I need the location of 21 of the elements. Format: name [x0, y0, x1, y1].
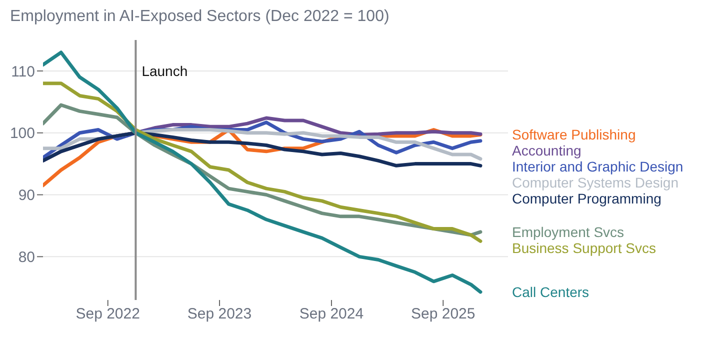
- y-tick-label: 80: [18, 248, 35, 266]
- line-series: [43, 82, 482, 243]
- text: Computer Programming: [512, 190, 662, 207]
- x-tick-label: Sep 2025: [411, 306, 476, 323]
- y-tick-label: 100: [10, 125, 35, 142]
- y-tick-label: 90: [18, 187, 35, 204]
- text: Call Centers: [512, 284, 590, 300]
- text: Software Publishing: [512, 126, 636, 143]
- text: Interior and Graphic Design: [512, 158, 684, 175]
- line-series: [43, 131, 482, 168]
- x-tick-label: Sep 2024: [299, 306, 364, 323]
- ref-line-label: Launch: [142, 63, 188, 79]
- text: Employment Svcs: [512, 224, 624, 240]
- y-tick-label: 110: [11, 63, 35, 80]
- x-tick-label: Sep 2023: [187, 306, 252, 323]
- text: Computer Systems Design: [512, 174, 679, 191]
- x-tick-label: Sep 2022: [76, 306, 140, 323]
- text: Business Support Svcs: [512, 240, 656, 256]
- chart-title: Employment in AI-Exposed Sectors (Dec 2022 = 100): [10, 8, 390, 27]
- text: Accounting: [512, 142, 582, 159]
- line-series: [43, 50, 482, 294]
